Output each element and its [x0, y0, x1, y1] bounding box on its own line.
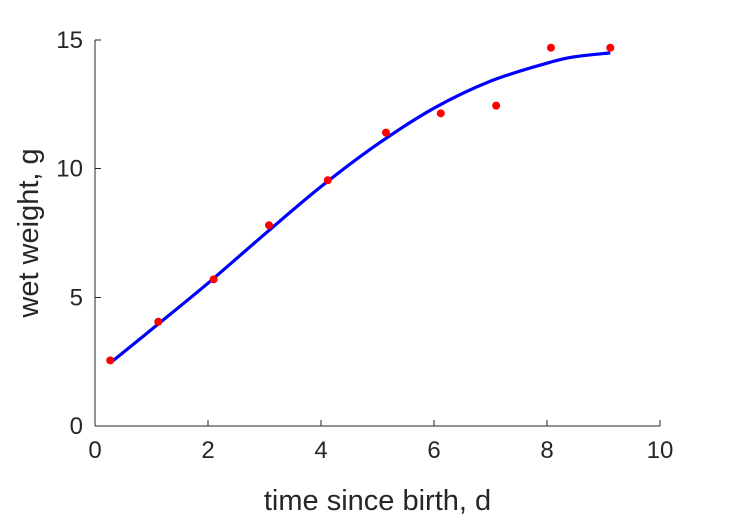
data-point [546, 43, 555, 52]
x-tick-label: 4 [314, 437, 327, 464]
y-axis-title: wet weight, g [13, 148, 45, 318]
x-axis-title: time since birth, d [264, 485, 491, 517]
series-layer [106, 43, 615, 365]
x-tick-label: 6 [427, 437, 440, 464]
y-tick-label: 5 [70, 284, 83, 311]
data-point [209, 275, 218, 284]
y-tick-label: 15 [56, 27, 83, 54]
x-tick-label: 10 [647, 437, 674, 464]
data-point [265, 221, 274, 230]
data-point [436, 109, 445, 118]
tick-marks [94, 39, 661, 427]
data-point [492, 101, 501, 110]
data-point [323, 176, 332, 185]
fit-curve [109, 51, 611, 365]
data-point [106, 356, 115, 365]
x-tick-label: 2 [201, 437, 214, 464]
x-tick-label: 8 [540, 437, 553, 464]
x-tick-label: 0 [88, 437, 101, 464]
data-point [154, 317, 163, 326]
axes [94, 40, 660, 427]
y-tick-label: 0 [70, 413, 83, 440]
data-point [381, 128, 390, 137]
y-tick-label: 10 [56, 156, 83, 183]
data-point [606, 43, 615, 52]
tick-labels: 0 2 4 6 8 10 0 5 10 15 [56, 27, 673, 464]
